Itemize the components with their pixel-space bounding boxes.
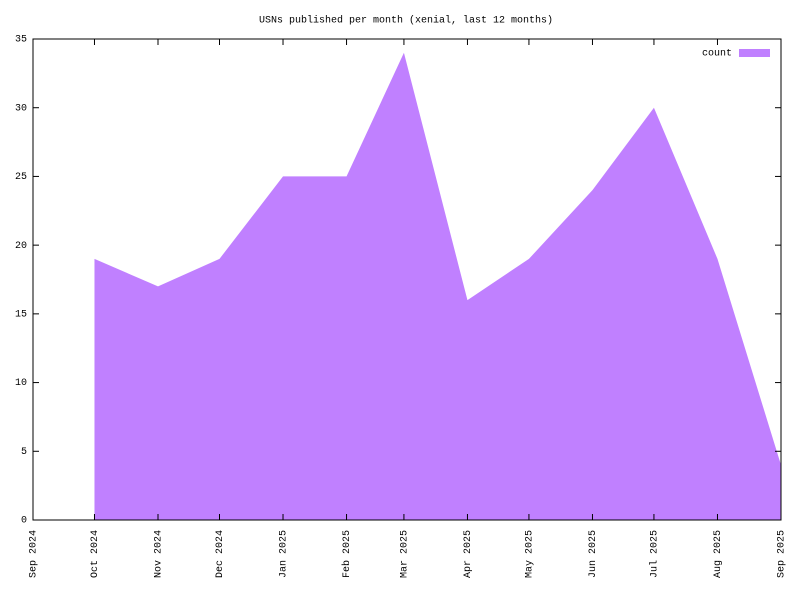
x-tick-label: Jun 2025 (588, 530, 599, 578)
x-tick-label: Dec 2024 (215, 530, 226, 578)
area (94, 52, 782, 520)
x-tick-label: Jul 2025 (649, 530, 661, 578)
legend-swatch (739, 49, 770, 57)
y-tick-label: 30 (15, 103, 27, 114)
x-tick-label: Apr 2025 (463, 530, 474, 578)
y-tick-label: 35 (15, 35, 27, 46)
x-tick-label: Nov 2024 (154, 530, 165, 578)
y-tick-label: 15 (15, 309, 27, 320)
x-tick-label: Jan 2025 (279, 530, 290, 578)
x-tick-label: May 2025 (525, 530, 536, 578)
y-tick-label: 20 (15, 241, 27, 252)
x-tick-label: Sep 2025 (777, 530, 788, 578)
y-tick-label: 10 (15, 378, 27, 389)
y-tick-label: 0 (21, 516, 27, 527)
x-tick-label: Mar 2025 (400, 530, 411, 578)
legend-label: count (702, 49, 732, 60)
chart-title: USNs published per month (xenial, last 1… (259, 15, 553, 27)
y-tick-label: 5 (21, 447, 27, 458)
x-tick-label: Aug 2025 (713, 530, 724, 578)
plot-border (32, 38, 782, 521)
y-tick-label: 25 (15, 172, 27, 183)
x-tick-label: Oct 2024 (90, 530, 101, 578)
x-tick-label: Sep 2024 (29, 530, 40, 578)
x-tick-label: Feb 2025 (341, 530, 353, 578)
